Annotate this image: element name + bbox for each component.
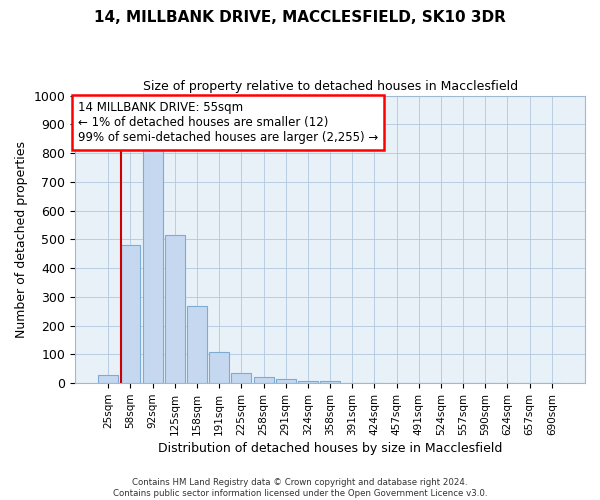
Text: 14 MILLBANK DRIVE: 55sqm
← 1% of detached houses are smaller (12)
99% of semi-de: 14 MILLBANK DRIVE: 55sqm ← 1% of detache… <box>78 102 378 144</box>
Bar <box>121 245 140 383</box>
X-axis label: Distribution of detached houses by size in Macclesfield: Distribution of detached houses by size … <box>158 442 502 455</box>
Title: Size of property relative to detached houses in Macclesfield: Size of property relative to detached ho… <box>143 80 518 93</box>
Y-axis label: Number of detached properties: Number of detached properties <box>15 141 28 338</box>
Bar <box>232 372 251 383</box>
Bar <box>209 352 229 383</box>
Bar <box>254 377 274 383</box>
Text: Contains HM Land Registry data © Crown copyright and database right 2024.
Contai: Contains HM Land Registry data © Crown c… <box>113 478 487 498</box>
Bar <box>143 148 163 383</box>
Bar <box>276 379 296 383</box>
Text: 14, MILLBANK DRIVE, MACCLESFIELD, SK10 3DR: 14, MILLBANK DRIVE, MACCLESFIELD, SK10 3… <box>94 10 506 25</box>
Bar <box>165 235 185 383</box>
Bar <box>298 381 318 383</box>
Bar <box>98 374 118 383</box>
Bar <box>320 381 340 383</box>
Bar <box>187 306 207 383</box>
